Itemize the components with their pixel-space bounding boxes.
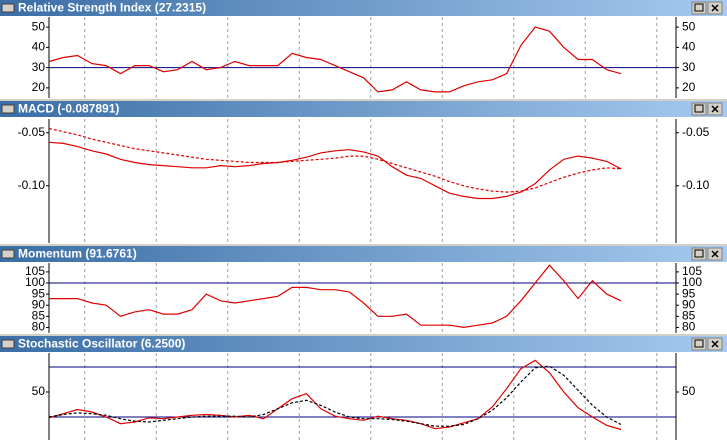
y-tick-label-right: 80 xyxy=(682,320,696,334)
title-bar xyxy=(0,0,727,16)
panel-icon xyxy=(1,249,15,259)
y-tick-label: 30 xyxy=(32,60,46,74)
panel-icon xyxy=(1,339,15,349)
series-line xyxy=(48,359,622,431)
y-tick-label-right: 95 xyxy=(682,286,696,300)
y-tick-label: 80 xyxy=(32,320,46,334)
panel-title: Momentum (91.6761) xyxy=(18,247,137,261)
y-tick-label: 95 xyxy=(32,286,46,300)
y-tick-label-right: 50 xyxy=(682,19,696,33)
y-tick-label: 50 xyxy=(32,384,46,398)
y-tick-label-right: 40 xyxy=(682,40,696,54)
maximize-glyph xyxy=(694,104,704,113)
y-tick-label-right: -0.05 xyxy=(682,125,710,139)
series-line xyxy=(48,365,622,427)
panel-separator xyxy=(0,99,727,101)
maximize-glyph xyxy=(694,339,704,348)
y-tick-label: 20 xyxy=(32,80,46,94)
panel-background xyxy=(0,16,727,101)
y-tick-label-right: 90 xyxy=(682,297,696,311)
panel-icon xyxy=(1,104,15,114)
title-bar xyxy=(0,101,727,117)
series-line xyxy=(48,26,622,93)
y-tick-label-right: 100 xyxy=(682,275,702,289)
y-tick-label-right: 20 xyxy=(682,80,696,94)
panel-background xyxy=(0,262,727,336)
series-line xyxy=(48,127,622,193)
series-line xyxy=(48,141,622,200)
y-tick-label-right: 105 xyxy=(682,264,702,278)
y-tick-label: -0.05 xyxy=(18,125,46,139)
y-tick-label: 90 xyxy=(32,297,46,311)
y-tick-label: 100 xyxy=(25,275,45,289)
y-tick-label: -0.10 xyxy=(18,178,46,192)
maximize-glyph xyxy=(694,3,704,12)
panel-title: Relative Strength Index (27.2315) xyxy=(18,1,206,15)
close-glyph xyxy=(711,340,719,348)
y-tick-label-right: 50 xyxy=(682,384,696,398)
y-tick-label: 85 xyxy=(32,309,46,323)
close-glyph xyxy=(711,4,719,12)
panel-separator xyxy=(0,244,727,246)
panel-title: MACD (-0.087891) xyxy=(18,102,119,116)
series-line xyxy=(49,264,622,329)
y-tick-label-right: 85 xyxy=(682,309,696,323)
y-tick-label: 40 xyxy=(32,40,46,54)
maximize-glyph xyxy=(694,249,704,258)
y-tick-label-right: -0.10 xyxy=(682,178,710,192)
y-tick-label-right: 30 xyxy=(682,60,696,74)
panel-icon xyxy=(1,3,15,13)
panel-title: Stochastic Oscillator (6.2500) xyxy=(18,337,185,351)
panel-background xyxy=(0,117,727,246)
title-bar xyxy=(0,246,727,262)
panel-separator xyxy=(0,334,727,336)
y-tick-label: 50 xyxy=(32,19,46,33)
y-tick-label: 105 xyxy=(25,264,45,278)
close-glyph xyxy=(711,105,719,113)
close-glyph xyxy=(711,250,719,258)
title-bar xyxy=(0,336,727,352)
